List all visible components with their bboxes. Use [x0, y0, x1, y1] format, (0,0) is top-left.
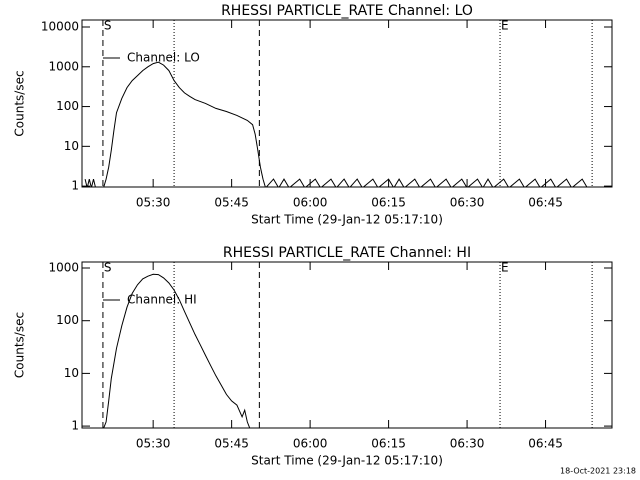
- y-tick-label: 100: [56, 99, 79, 113]
- x-tick-label: 05:30: [136, 437, 171, 451]
- x-tick-label: 06:30: [450, 196, 485, 210]
- chart-title: RHESSI PARTICLE_RATE Channel: HI: [223, 245, 471, 261]
- x-tick-label: 06:00: [293, 437, 328, 451]
- footer: 18-Oct-2021 23:18: [560, 467, 636, 476]
- x-axis-label: Start Time (29-Jan-12 05:17:10): [251, 213, 443, 227]
- y-axis-label: Counts/sec: [13, 312, 27, 378]
- x-tick-label: 06:00: [293, 196, 328, 210]
- y-tick-label: 1000: [48, 59, 79, 73]
- marker-label: E: [501, 19, 509, 33]
- y-tick-label: 1: [71, 179, 79, 193]
- x-tick-label: 06:30: [450, 437, 485, 451]
- y-tick-label: 10000: [41, 20, 79, 34]
- legend-label: Channel: LO: [127, 51, 200, 65]
- y-tick-label: 10: [64, 139, 79, 153]
- marker-label: S: [104, 19, 112, 33]
- x-tick-label: 06:15: [371, 437, 406, 451]
- y-tick-label: 1000: [48, 261, 79, 275]
- x-tick-label: 05:45: [214, 196, 249, 210]
- y-tick-label: 100: [56, 313, 79, 327]
- marker-label: E: [501, 261, 509, 275]
- y-axis-label: Counts/sec: [13, 70, 27, 136]
- x-tick-label: 05:45: [214, 437, 249, 451]
- plot-frame: [81, 19, 613, 188]
- plot-frame: [81, 261, 613, 429]
- marker-label: S: [104, 261, 112, 275]
- x-tick-label: 06:45: [528, 196, 563, 210]
- x-tick-label: 06:45: [528, 437, 563, 451]
- x-tick-label: 05:30: [136, 196, 171, 210]
- y-tick-label: 10: [64, 366, 79, 380]
- legend-label: Channel: HI: [127, 293, 197, 307]
- y-tick-label: 1: [71, 419, 79, 433]
- x-axis-label: Start Time (29-Jan-12 05:17:10): [251, 454, 443, 468]
- data-line: [103, 273, 251, 428]
- data-line: [84, 61, 588, 187]
- x-tick-label: 06:15: [371, 196, 406, 210]
- chart-title: RHESSI PARTICLE_RATE Channel: LO: [221, 3, 473, 19]
